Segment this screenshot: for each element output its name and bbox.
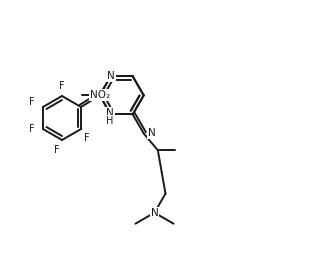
Text: N: N [148,129,156,138]
Text: H: H [106,116,113,126]
Text: N: N [151,208,158,218]
Text: F: F [59,81,65,91]
Text: F: F [29,124,35,134]
Text: F: F [84,133,90,143]
Text: N: N [106,108,114,118]
Text: F: F [29,97,35,107]
Text: NO₂: NO₂ [90,90,110,100]
Text: N: N [107,71,115,81]
Text: F: F [54,145,60,155]
